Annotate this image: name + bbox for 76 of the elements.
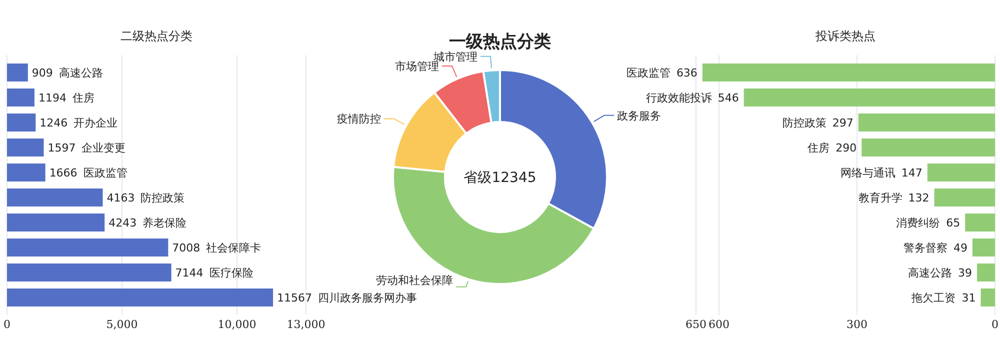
- bar: [7, 238, 168, 256]
- data-label: 1246: [40, 116, 68, 130]
- category-label: 医政监管: [83, 166, 128, 180]
- bar: [744, 88, 995, 106]
- data-label: 4163: [106, 192, 135, 204]
- data-label: 546: [718, 92, 739, 104]
- category-label: 消费纠纷: [896, 216, 940, 230]
- slice-label: 政务服务: [617, 109, 662, 122]
- bar: [858, 114, 995, 132]
- x-tick-label: 0: [4, 318, 10, 331]
- category-label: 四川政务服务网办事: [318, 292, 418, 304]
- category-label: 高速公路: [908, 266, 952, 280]
- bar: [7, 288, 274, 306]
- data-label: 7008: [172, 242, 200, 254]
- bar: [7, 214, 105, 232]
- data-label: 4243: [108, 216, 137, 230]
- bar: [7, 114, 36, 132]
- bar: [965, 214, 995, 232]
- data-label: 297: [832, 116, 854, 130]
- bar: [977, 264, 995, 282]
- category-label: 住房: [72, 92, 94, 104]
- category-label: 拖欠工资: [912, 292, 956, 304]
- chart-title: 一级热点分类: [449, 32, 551, 52]
- data-label: 147: [901, 166, 922, 180]
- category-label: 高速公路: [58, 66, 103, 80]
- x-tick-label: 300: [846, 318, 868, 331]
- category-label: 警务督察: [903, 242, 948, 254]
- category-label: 开办企业: [74, 116, 118, 130]
- data-label: 1666: [49, 166, 78, 180]
- slice-label: 市场管理: [394, 60, 439, 73]
- data-label: 132: [908, 192, 930, 204]
- category-label: 养老保险: [142, 216, 187, 230]
- data-label: 49: [953, 242, 968, 254]
- category-label: 医疗保险: [209, 266, 254, 280]
- data-label: 31: [962, 292, 976, 304]
- bar: [7, 264, 172, 282]
- data-label: 1597: [48, 142, 76, 154]
- data-label: 7144: [175, 266, 204, 280]
- bar: [702, 64, 995, 82]
- data-label: 11567: [277, 292, 312, 304]
- data-label: 39: [958, 266, 972, 280]
- bar: [980, 288, 995, 306]
- bar: [7, 164, 46, 182]
- category-label: 住房: [808, 142, 830, 154]
- data-label: 909: [32, 66, 53, 80]
- bar: [927, 164, 995, 182]
- x-tick-label: 650: [686, 318, 706, 331]
- category-label: 防控政策: [140, 192, 185, 204]
- x-tick-label: 5,000: [106, 318, 138, 331]
- category-label: 企业变更: [82, 142, 126, 154]
- bar: [934, 188, 995, 206]
- category-label: 医政监管: [626, 66, 670, 80]
- bar: [7, 188, 103, 206]
- chart-title: 投诉类热点: [814, 29, 876, 43]
- category-label: 防控政策: [782, 116, 826, 130]
- category-label: 教育升学: [858, 192, 902, 204]
- category-label: 行政效能投诉: [646, 92, 712, 104]
- x-tick-label: 10,000: [218, 318, 256, 331]
- chart-title: 二级热点分类: [120, 29, 192, 43]
- bar: [862, 138, 995, 156]
- data-label: 636: [676, 66, 698, 80]
- bar: [7, 64, 28, 82]
- data-label: 65: [946, 216, 960, 230]
- bar: [972, 238, 995, 256]
- x-tick-label: 13,000: [286, 318, 326, 331]
- category-label: 社会保障卡: [206, 242, 262, 254]
- slice-label: 疫情防控: [336, 112, 381, 126]
- data-label: 290: [836, 142, 857, 154]
- text: 省级12345: [464, 170, 536, 186]
- x-tick-label: 0: [992, 318, 998, 331]
- slice-label: 劳动和社会保障: [376, 274, 454, 287]
- category-label: 网络与通讯: [840, 166, 896, 180]
- data-label: 1194: [38, 92, 66, 104]
- bar: [7, 88, 34, 106]
- bar: [7, 138, 44, 156]
- x-tick-label: 600: [708, 318, 730, 331]
